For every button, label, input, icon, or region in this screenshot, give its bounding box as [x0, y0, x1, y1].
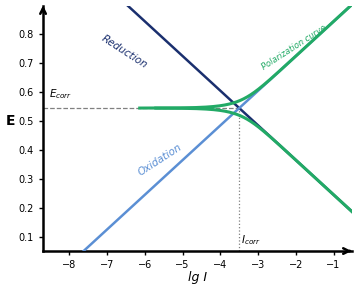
X-axis label: lg I: lg I: [188, 271, 207, 284]
Y-axis label: E: E: [6, 114, 15, 128]
Text: Polarization curve: Polarization curve: [260, 23, 328, 72]
Text: Reduction: Reduction: [100, 33, 149, 70]
Text: $I_{corr}$: $I_{corr}$: [241, 233, 261, 247]
Text: $E_{corr}$: $E_{corr}$: [49, 87, 72, 101]
Text: Oxidation: Oxidation: [136, 142, 184, 178]
